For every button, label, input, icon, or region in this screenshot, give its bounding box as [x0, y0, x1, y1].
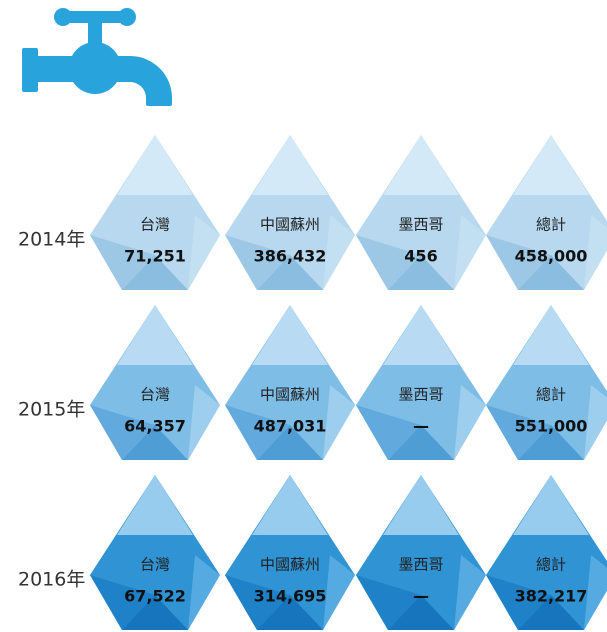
cell-label: 台灣: [140, 216, 170, 234]
drop-facet: [117, 475, 193, 535]
water-drop: 總計 382,217: [486, 475, 607, 630]
drop-facet: [252, 475, 328, 535]
drop-facet: [383, 475, 459, 535]
water-drop: 墨西哥 456: [356, 135, 486, 290]
cell-label: 墨西哥: [398, 386, 443, 404]
water-drop: 中國蘇州 487,031: [225, 305, 355, 460]
water-drop: 中國蘇州 386,432: [225, 135, 355, 290]
drop-facet: [252, 305, 328, 365]
year-label: 2015年: [18, 399, 85, 421]
cell-value: 551,000: [515, 417, 588, 436]
drop-facet: [117, 305, 193, 365]
cell-value: 487,031: [254, 417, 327, 436]
drop-facet: [513, 305, 589, 365]
water-drop: 台灣 64,357: [90, 305, 220, 460]
cell-value: 458,000: [515, 247, 588, 266]
cell-value: —: [413, 587, 429, 606]
cell-label: 總計: [536, 216, 566, 234]
cell-label: 台灣: [140, 556, 170, 574]
cell-label: 中國蘇州: [260, 386, 320, 404]
cell-label: 墨西哥: [398, 216, 443, 234]
drop-facet: [513, 475, 589, 535]
cell-value: 64,357: [124, 417, 186, 436]
water-drop: 墨西哥 —: [356, 475, 486, 630]
water-drop: 墨西哥 —: [356, 305, 486, 460]
drop-facet: [383, 305, 459, 365]
water-drop: 總計 458,000: [486, 135, 607, 290]
water-drop: 中國蘇州 314,695: [225, 475, 355, 630]
drop-facet: [117, 135, 193, 195]
cell-value: 67,522: [124, 587, 186, 606]
cell-value: 456: [404, 247, 437, 266]
water-drop: 總計 551,000: [486, 305, 607, 460]
cell-value: 386,432: [254, 247, 327, 266]
cell-value: 314,695: [254, 587, 327, 606]
faucet-icon: [22, 8, 172, 108]
cell-label: 台灣: [140, 386, 170, 404]
year-label: 2014年: [18, 229, 85, 251]
drop-facet: [383, 135, 459, 195]
drop-facet: [252, 135, 328, 195]
drop-facet: [513, 135, 589, 195]
cell-label: 中國蘇州: [260, 216, 320, 234]
cell-label: 中國蘇州: [260, 556, 320, 574]
cell-label: 墨西哥: [398, 556, 443, 574]
cell-label: 總計: [536, 386, 566, 404]
year-label: 2016年: [18, 569, 85, 591]
cell-value: 382,217: [515, 587, 588, 606]
cell-value: —: [413, 417, 429, 436]
infographic: 2014年台灣71,251中國蘇州386,432墨西哥456總計458,0002…: [0, 0, 607, 632]
cell-value: 71,251: [124, 247, 186, 266]
water-drop: 台灣 67,522: [90, 475, 220, 630]
cell-label: 總計: [536, 556, 566, 574]
water-drop: 台灣 71,251: [90, 135, 220, 290]
